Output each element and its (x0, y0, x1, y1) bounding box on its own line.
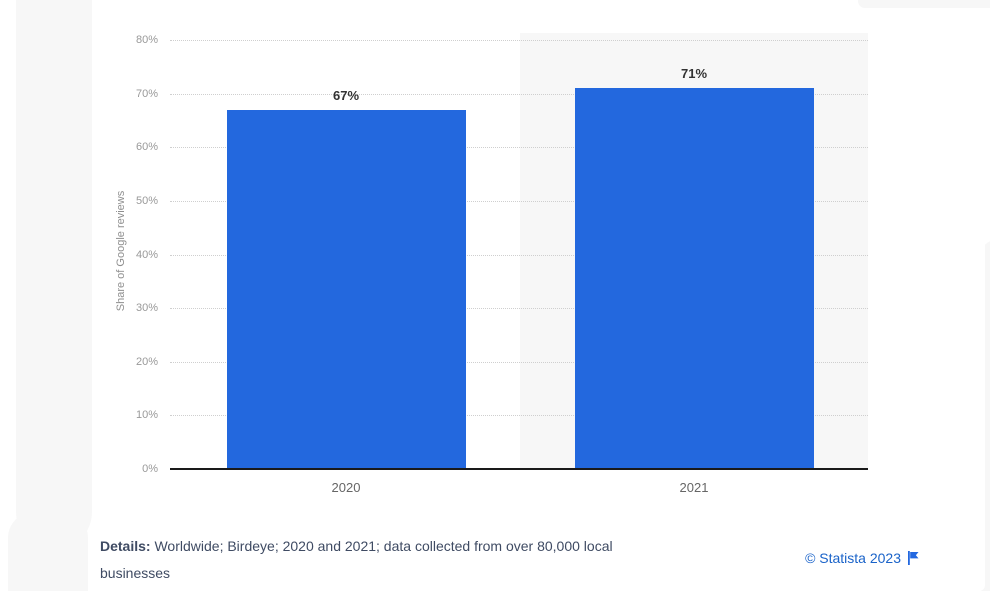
background-blob (16, 0, 92, 550)
x-axis-label-2020: 2020 (331, 480, 361, 495)
y-tick-label: 80% (135, 34, 158, 46)
gridline-80 (170, 40, 868, 41)
bar-2020 (226, 109, 466, 469)
statista-copyright-link[interactable]: © Statista 2023 (805, 550, 920, 566)
gridline-60 (170, 147, 868, 149)
copyright-text: © Statista 2023 (805, 550, 901, 566)
gridline-20 (170, 361, 868, 363)
details-text: Worldwide; Birdeye; 2020 and 2021; data … (100, 538, 613, 581)
gridline-40 (170, 254, 868, 256)
background-blob (858, 0, 990, 8)
y-tick-label: 60% (135, 141, 158, 154)
chart-details: Details: Worldwide; Birdeye; 2020 and 20… (100, 533, 645, 587)
y-tick-label: 50% (135, 194, 158, 207)
gridline-30 (170, 308, 868, 310)
y-tick-label: 30% (135, 302, 158, 315)
bar-value-label-2020: 67% (332, 87, 360, 103)
y-tick-label: 70% (135, 87, 158, 100)
details-label: Details: (100, 538, 151, 554)
y-tick-label: 0% (142, 463, 158, 475)
y-tick-label: 20% (135, 355, 158, 368)
flag-icon[interactable] (907, 551, 920, 565)
x-axis-line (170, 468, 868, 470)
background-blob (981, 240, 990, 591)
y-tick-label: 40% (135, 248, 158, 261)
y-tick-label: 10% (135, 409, 158, 422)
gridline-70 (170, 93, 868, 95)
gridline-10 (170, 415, 868, 417)
bar-2021 (574, 88, 814, 469)
background-blob (8, 512, 88, 591)
x-axis-label-2021: 2021 (679, 480, 709, 495)
bar-value-label-2021: 71% (680, 66, 708, 82)
gridline-50 (170, 200, 868, 202)
